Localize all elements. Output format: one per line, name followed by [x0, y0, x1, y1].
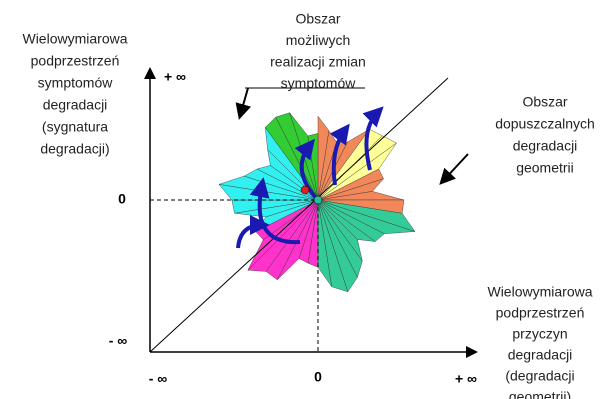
axis-label: 0 — [118, 191, 126, 207]
label-line: możliwych — [286, 32, 351, 48]
label-line: (sygnatura — [42, 119, 108, 135]
label-line: przyczyn — [512, 326, 567, 342]
label-line: degradacji — [513, 138, 578, 154]
label-line: degradacji) — [40, 141, 109, 157]
label-line: symptomów — [38, 75, 114, 91]
label-line: realizacji zmian — [270, 54, 366, 70]
axis-label: 0 — [314, 369, 322, 385]
label-line: geometrii) — [509, 389, 571, 399]
label-line: degradacji — [43, 97, 108, 113]
label-line: (degradacji — [505, 368, 574, 384]
label-line: Obszar — [295, 11, 340, 27]
label-line: degradacji — [508, 347, 573, 363]
label-line: Wielowymiarowa — [487, 284, 592, 300]
axis-label: - ∞ — [109, 333, 128, 349]
label-line: Wielowymiarowa — [22, 31, 127, 47]
label-line: dopuszczalnych — [495, 116, 595, 132]
label-line: Obszar — [522, 94, 567, 110]
pointer-arrow — [240, 88, 248, 116]
pointer-arrow — [442, 154, 468, 182]
label-line: symptomów — [281, 75, 357, 91]
axis-label: - ∞ — [149, 371, 168, 387]
axis-label: + ∞ — [455, 371, 477, 387]
red-point — [301, 186, 309, 194]
label-line: geometrii — [516, 160, 574, 176]
origin-point — [314, 196, 322, 204]
diagram: Wielowymiarowa podprzestrzeń symptomów degr… — [0, 0, 612, 399]
label-line: podprzestrzeń — [31, 53, 120, 69]
label-line: podprzestrzeń — [496, 305, 585, 321]
axis-label: + ∞ — [164, 69, 186, 85]
